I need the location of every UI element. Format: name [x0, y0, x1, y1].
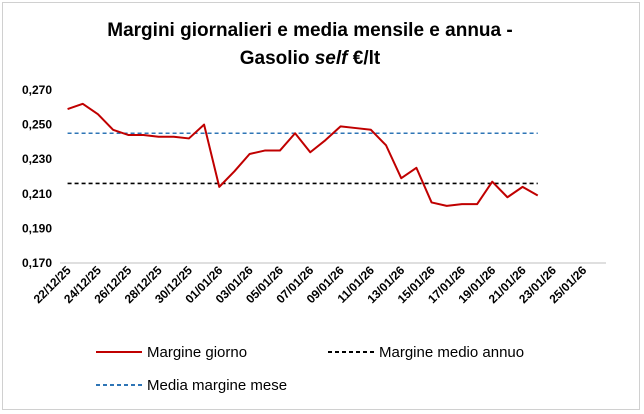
- y-tick-label-0-210: 0,210: [22, 187, 52, 201]
- legend-label-margine-giorno: Margine giorno: [147, 344, 247, 361]
- legend-label-margine-medio-annuo: Margine medio annuo: [379, 344, 524, 361]
- title-prefix: Gasolio: [240, 48, 315, 69]
- chart-title-line1: Margini giornalieri e media mensile e an…: [107, 20, 512, 41]
- title-suffix: €/lt: [347, 48, 380, 69]
- x-axis: 22/12/2524/12/2526/12/2528/12/2530/12/25…: [31, 262, 606, 306]
- y-axis: 0,270 0,250 0,230 0,210 0,190 0,170: [22, 83, 52, 270]
- y-tick-label-0-250: 0,250: [22, 118, 52, 132]
- y-tick-label-0-270: 0,270: [22, 83, 52, 97]
- legend-label-media-margine-mese: Media margine mese: [147, 377, 287, 394]
- chart-title-line2: Gasolio self €/lt: [240, 48, 381, 69]
- plot-area: [67, 102, 539, 207]
- legend: Margine giorno Margine medio annuo Media…: [96, 344, 524, 394]
- y-tick-label-0-230: 0,230: [22, 152, 52, 166]
- title-italic: self: [315, 48, 349, 69]
- chart-frame: [2, 2, 640, 410]
- series-line-margine-giorno: [67, 102, 539, 207]
- y-tick-label-0-190: 0,190: [22, 221, 52, 235]
- y-tick-label-0-170: 0,170: [22, 256, 52, 270]
